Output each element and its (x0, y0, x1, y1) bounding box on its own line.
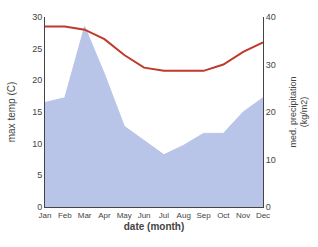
svg-text:0: 0 (37, 202, 42, 212)
svg-text:Sep: Sep (196, 211, 211, 220)
svg-text:Feb: Feb (58, 211, 72, 220)
svg-text:30: 30 (266, 60, 276, 70)
svg-text:Jun: Jun (138, 211, 151, 220)
svg-text:Jul: Jul (159, 211, 169, 220)
svg-text:Apr: Apr (98, 211, 111, 220)
svg-text:20: 20 (32, 75, 42, 85)
svg-text:med. precipitation(kg/m2): med. precipitation(kg/m2) (288, 76, 310, 147)
svg-text:15: 15 (32, 107, 42, 117)
svg-text:30: 30 (32, 12, 42, 22)
svg-text:25: 25 (32, 44, 42, 54)
svg-text:10: 10 (266, 155, 276, 165)
svg-text:Nov: Nov (236, 211, 250, 220)
svg-text:Aug: Aug (177, 211, 191, 220)
svg-text:5: 5 (37, 170, 42, 180)
svg-text:Jan: Jan (39, 211, 52, 220)
svg-text:20: 20 (266, 107, 276, 117)
svg-text:date (month): date (month) (124, 221, 185, 232)
svg-text:Dec: Dec (256, 211, 270, 220)
svg-text:May: May (117, 211, 132, 220)
svg-text:10: 10 (32, 139, 42, 149)
svg-text:Oct: Oct (217, 211, 230, 220)
svg-text:max temp (C): max temp (C) (6, 82, 17, 143)
svg-text:40: 40 (266, 12, 276, 22)
svg-text:Mar: Mar (78, 211, 92, 220)
svg-text:0: 0 (266, 202, 271, 212)
